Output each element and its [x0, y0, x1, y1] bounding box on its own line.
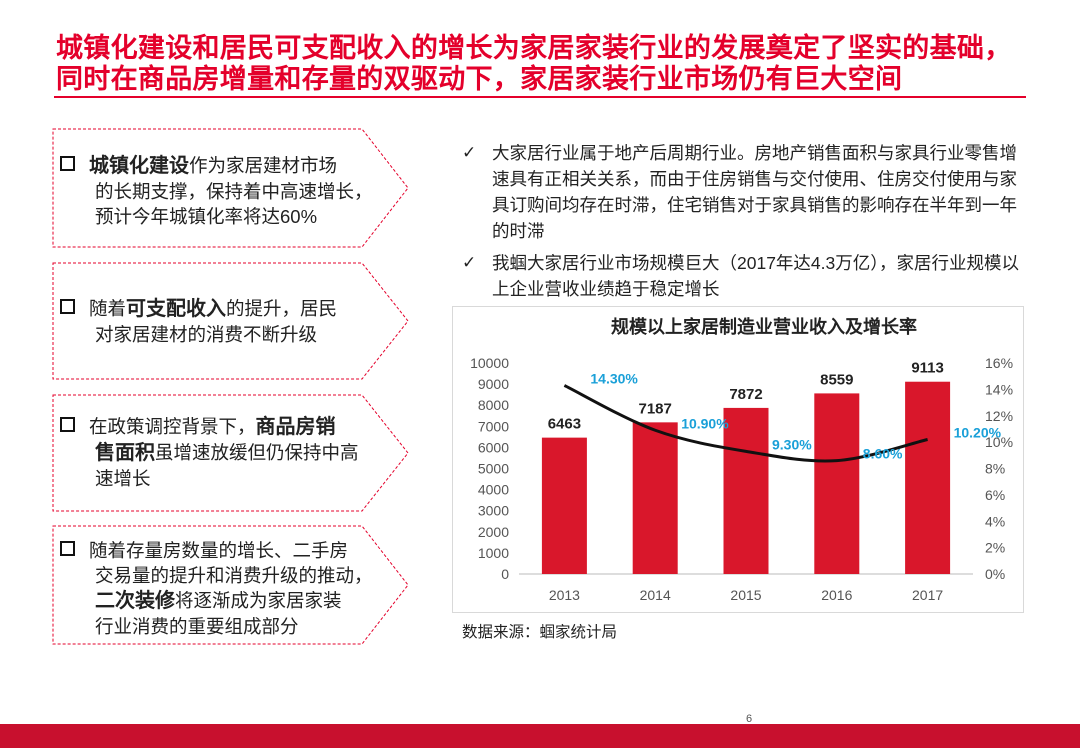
y2-tick-label: 16%	[985, 355, 1013, 371]
y-tick-label: 5000	[478, 461, 509, 477]
bar-2013	[541, 437, 587, 574]
check-icon: ✓	[462, 143, 477, 162]
x-tick-label: 2016	[821, 587, 852, 603]
y-tick-label: 0	[501, 566, 509, 582]
bar-value-label: 7872	[729, 386, 762, 403]
x-tick-label: 2015	[730, 587, 761, 603]
card-3-outline	[52, 394, 409, 512]
y-tick-label: 3000	[478, 503, 509, 519]
y2-tick-label: 6%	[985, 487, 1005, 503]
x-tick-label: 2013	[549, 587, 580, 603]
y-tick-label: 10000	[470, 355, 509, 371]
bar-2016	[814, 393, 860, 574]
card-2-outline	[52, 262, 409, 380]
bullet-item: ✓ 大家居行业属于地产后周期行业。房地产销售面积与家具行业零售增速具有正相关关系…	[462, 140, 1022, 244]
checkbox-square-icon	[60, 541, 75, 556]
bullet-item: ✓ 我蝈大家居行业市场规模巨大（2017年达4.3万亿），家居行业规模以上企业营…	[462, 250, 1022, 302]
growth-rate-label: 8.60%	[863, 446, 903, 462]
y-tick-label: 1000	[478, 545, 509, 561]
revenue-growth-chart: 规模以上家居制造业营业收入及增长率 0 1000 2000 3000 4000 5000 60…	[470, 316, 1013, 603]
x-tick-label: 2014	[640, 587, 671, 603]
card-3-text: 在政策调控背景下，商品房销 售面积虽增速放缓但仍保持中高 速增长	[60, 414, 378, 491]
card-1-outline	[52, 128, 409, 248]
title-divider	[54, 96, 1026, 98]
page-number: 6	[746, 713, 753, 725]
card-4-outline	[52, 525, 409, 645]
bar-2017	[905, 381, 951, 574]
bar-value-label: 9113	[911, 360, 944, 377]
bar-2014	[632, 422, 678, 574]
y-tick-label: 9000	[478, 376, 509, 392]
page-title-line-1: 城镇化建设和居民可支配收入的增长为家居家装行业的发展奠定了坚实的基础，	[56, 33, 1012, 63]
footer-bar	[0, 724, 1080, 748]
y-tick-label: 2000	[478, 524, 509, 540]
card-1-text: 城镇化建设作为家居建材市场 的长期支撑，保持着中高速增长， 预计今年城镇化率将达…	[60, 153, 378, 229]
bar-value-label: 8559	[820, 371, 853, 388]
y2-tick-label: 10%	[985, 434, 1013, 450]
y2-tick-label: 4%	[985, 513, 1005, 529]
checkbox-square-icon	[60, 156, 75, 171]
y2-tick-label: 8%	[985, 461, 1005, 477]
chart-container: 规模以上家居制造业营业收入及增长率 0 1000 2000 3000 4000 5000 60…	[452, 306, 1024, 613]
y-tick-label: 4000	[478, 482, 509, 498]
y2-tick-label: 0%	[985, 566, 1005, 582]
y2-tick-label: 2%	[985, 540, 1005, 556]
growth-rate-label: 10.20%	[954, 424, 1002, 440]
bar-2015	[723, 407, 769, 574]
checkbox-square-icon	[60, 417, 75, 432]
y-tick-label: 7000	[478, 418, 509, 434]
card-4-text: 随着存量房数量的增长、二手房 交易量的提升和消费升级的推动， 二次装修将逐渐成为…	[60, 538, 378, 639]
growth-rate-label: 9.30%	[772, 436, 812, 452]
check-icon: ✓	[462, 253, 477, 272]
growth-rate-label: 10.90%	[681, 415, 729, 431]
growth-rate-label: 14.30%	[590, 370, 638, 386]
y2-tick-label: 12%	[985, 408, 1013, 424]
growth-rate-line	[563, 384, 928, 463]
bar-value-label: 7187	[639, 400, 672, 417]
checkbox-square-icon	[60, 299, 75, 314]
chart-title: 规模以上家居制造业营业收入及增长率	[611, 316, 917, 337]
x-tick-label: 2017	[912, 587, 943, 603]
card-2-text: 随着可支配收入的提升，居民 对家居建材的消费不断升级	[60, 296, 378, 347]
bar-value-label: 6463	[548, 416, 581, 433]
y-tick-label: 8000	[478, 397, 509, 413]
bullet-list: ✓ 大家居行业属于地产后周期行业。房地产销售面积与家具行业零售增速具有正相关关系…	[462, 140, 1022, 308]
page-title-line-2: 同时在商品房增量和存量的双驱动下，家居家装行业市场仍有巨大空间	[56, 64, 903, 94]
y-tick-label: 6000	[478, 439, 509, 455]
y2-tick-label: 14%	[985, 381, 1013, 397]
data-source: 数据来源：蝈家统计局	[462, 624, 618, 641]
